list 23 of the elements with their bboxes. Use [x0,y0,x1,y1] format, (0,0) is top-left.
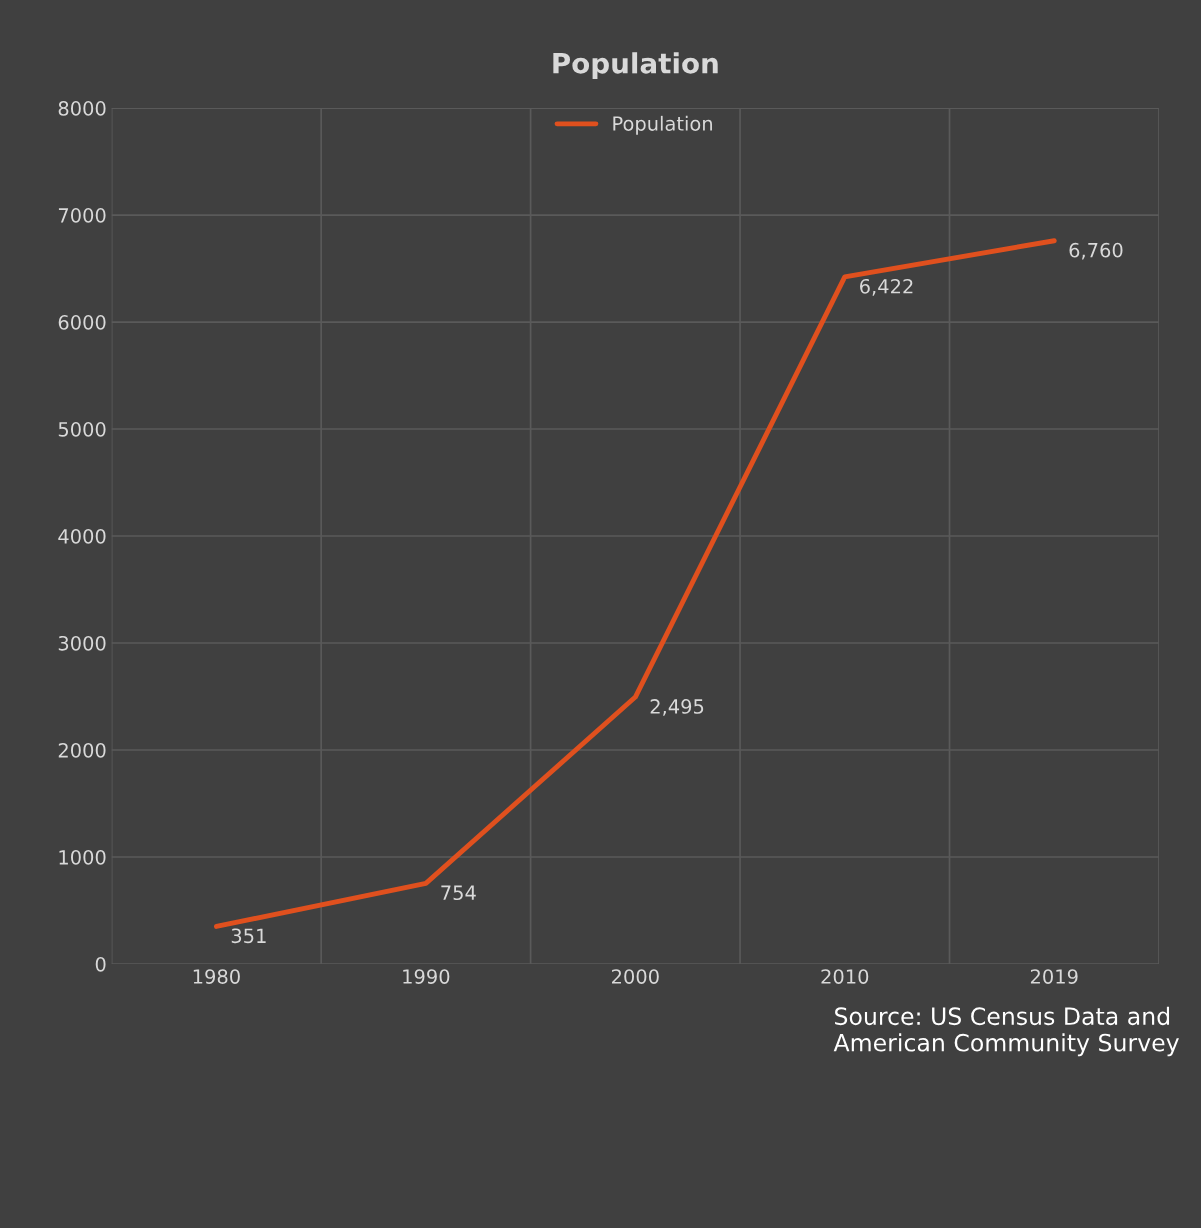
x-tick-label: 2000 [612,969,659,984]
y-tick-label: 3000 [58,635,106,651]
y-tick-label: 7000 [58,208,106,223]
data-label: 351 [231,928,266,944]
y-tick-label: 0 [95,956,106,972]
source-note: Source: US Census Data and American Community Survey [833,1006,1179,1057]
x-tick-label: 2019 [1030,969,1078,984]
x-tick-label: 2010 [821,969,869,984]
y-tick-label: 6000 [58,315,106,330]
y-tick-label: 4000 [58,528,106,544]
line-series [213,238,1057,929]
legend-label: Population [613,115,712,135]
y-tick-label: 5000 [58,421,106,437]
chart-title: Population [553,52,718,80]
data-label: 754 [441,885,476,901]
data-label: 6,422 [860,278,913,296]
data-label: 2,495 [650,699,704,716]
y-tick-label: 2000 [58,742,106,758]
x-tick-label: 1980 [193,969,240,984]
data-label: 6,760 [1069,242,1123,260]
x-tick-label: 1990 [403,969,450,984]
y-tick-label: 8000 [58,101,106,116]
y-tick-label: 1000 [59,849,106,865]
